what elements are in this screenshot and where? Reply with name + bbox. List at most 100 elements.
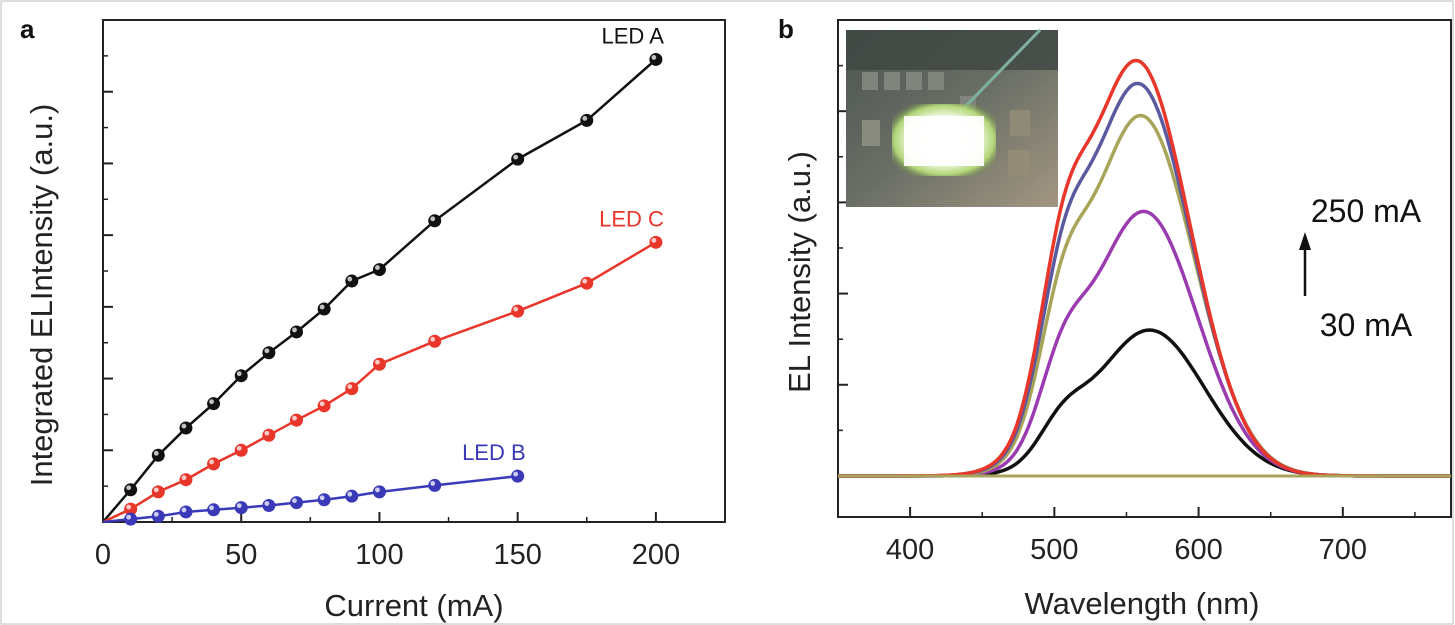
data-point (580, 276, 594, 290)
plot-b-ticks: 400 500 600 700 (838, 64, 1416, 566)
data-point-highlight (582, 116, 588, 121)
up-arrow-head-icon (1299, 232, 1311, 250)
x-tick-label: 150 (493, 539, 541, 571)
x-tick-label: 100 (355, 539, 403, 571)
data-point-highlight (181, 507, 187, 513)
data-point (179, 421, 193, 435)
panel-a: a 0 50 100 150 200 LED A LED C LED B Current (… (20, 14, 726, 623)
data-point (372, 357, 386, 371)
series-label: LED A (602, 23, 665, 48)
data-point-highlight (153, 450, 159, 456)
data-point-highlight (513, 306, 519, 312)
panel-b: b 400 500 600 700 Wavelength (nm) EL Intens… (778, 14, 1452, 621)
data-point-highlight (347, 491, 353, 497)
data-point (511, 152, 525, 166)
data-point (511, 304, 525, 318)
series-label: LED B (462, 440, 526, 465)
data-point-highlight (181, 475, 187, 481)
data-point-highlight (153, 487, 159, 493)
data-point (207, 503, 221, 517)
data-point-highlight (375, 487, 380, 493)
panel-b-label: b (778, 14, 794, 44)
data-point-highlight (292, 415, 297, 421)
data-point-highlight (430, 216, 436, 222)
data-point (345, 274, 359, 288)
data-point (151, 509, 165, 523)
data-point (262, 346, 276, 360)
data-point (511, 469, 525, 483)
data-point (151, 448, 165, 462)
data-point (151, 485, 165, 499)
data-point (290, 413, 304, 427)
plot-b-y-axis-label: EL Intensity (a.u.) (782, 151, 817, 393)
series-label: LED C (599, 206, 664, 231)
data-point-highlight (319, 495, 325, 501)
data-point (428, 334, 442, 348)
data-point-highlight (126, 514, 132, 520)
x-tick-label: 500 (1030, 534, 1078, 566)
data-point-highlight (319, 401, 325, 407)
data-point-highlight (651, 237, 657, 243)
data-point-highlight (209, 459, 214, 465)
plot-a-series-labels: LED A LED C LED B (462, 23, 664, 465)
current-range-annotation: 250 mA 30 mA (1299, 193, 1422, 343)
data-point (649, 235, 663, 249)
data-point-highlight (264, 501, 270, 506)
data-point (124, 483, 138, 497)
data-point (290, 325, 304, 339)
data-point (124, 512, 138, 526)
data-point-highlight (375, 359, 380, 365)
annotation-250ma: 250 mA (1311, 193, 1422, 229)
x-tick-label: 700 (1319, 534, 1367, 566)
data-point (290, 496, 304, 510)
data-point (345, 489, 359, 503)
data-point-highlight (319, 304, 325, 310)
data-point (580, 113, 594, 127)
plot-b-x-axis-label: Wavelength (nm) (1025, 586, 1260, 621)
led-chip-photo-inset (846, 28, 1058, 207)
data-point-highlight (430, 481, 436, 486)
data-point (179, 505, 193, 519)
plot-b-frame (837, 19, 1452, 518)
data-point (207, 397, 221, 411)
data-point (372, 485, 386, 499)
plot-a-series (102, 52, 663, 526)
x-tick-label: 600 (1174, 534, 1222, 566)
data-point-highlight (236, 503, 242, 509)
data-point-highlight (209, 399, 214, 405)
data-point (428, 478, 442, 492)
data-point-highlight (126, 485, 132, 491)
data-point-highlight (264, 348, 270, 354)
data-point-highlight (209, 505, 214, 511)
data-point (428, 214, 442, 228)
data-point (234, 501, 248, 515)
data-point (317, 493, 331, 507)
data-point-highlight (513, 154, 519, 160)
data-point-highlight (651, 55, 657, 60)
data-point-highlight (264, 430, 270, 436)
data-point (262, 499, 276, 513)
data-point-highlight (236, 445, 242, 451)
data-point (372, 263, 386, 277)
x-tick-label: 400 (886, 534, 934, 566)
data-point-highlight (582, 278, 588, 284)
plot-a-x-axis-label: Current (mA) (324, 588, 503, 623)
data-point-highlight (513, 471, 519, 477)
panel-a-label: a (20, 14, 35, 44)
data-point-highlight (153, 511, 159, 517)
plot-a-y-axis-label: Integrated ELIntensity (a.u.) (24, 104, 59, 487)
data-point-highlight (292, 498, 297, 504)
data-point-highlight (430, 336, 436, 342)
plot-b-series (838, 58, 1451, 478)
data-point-highlight (181, 423, 187, 429)
data-point (317, 399, 331, 413)
x-tick-label: 50 (225, 539, 257, 571)
data-point (317, 302, 331, 316)
data-point (345, 382, 359, 396)
data-point (234, 443, 248, 457)
data-point (262, 428, 276, 442)
data-point-highlight (126, 504, 132, 510)
annotation-30ma: 30 mA (1320, 307, 1413, 343)
